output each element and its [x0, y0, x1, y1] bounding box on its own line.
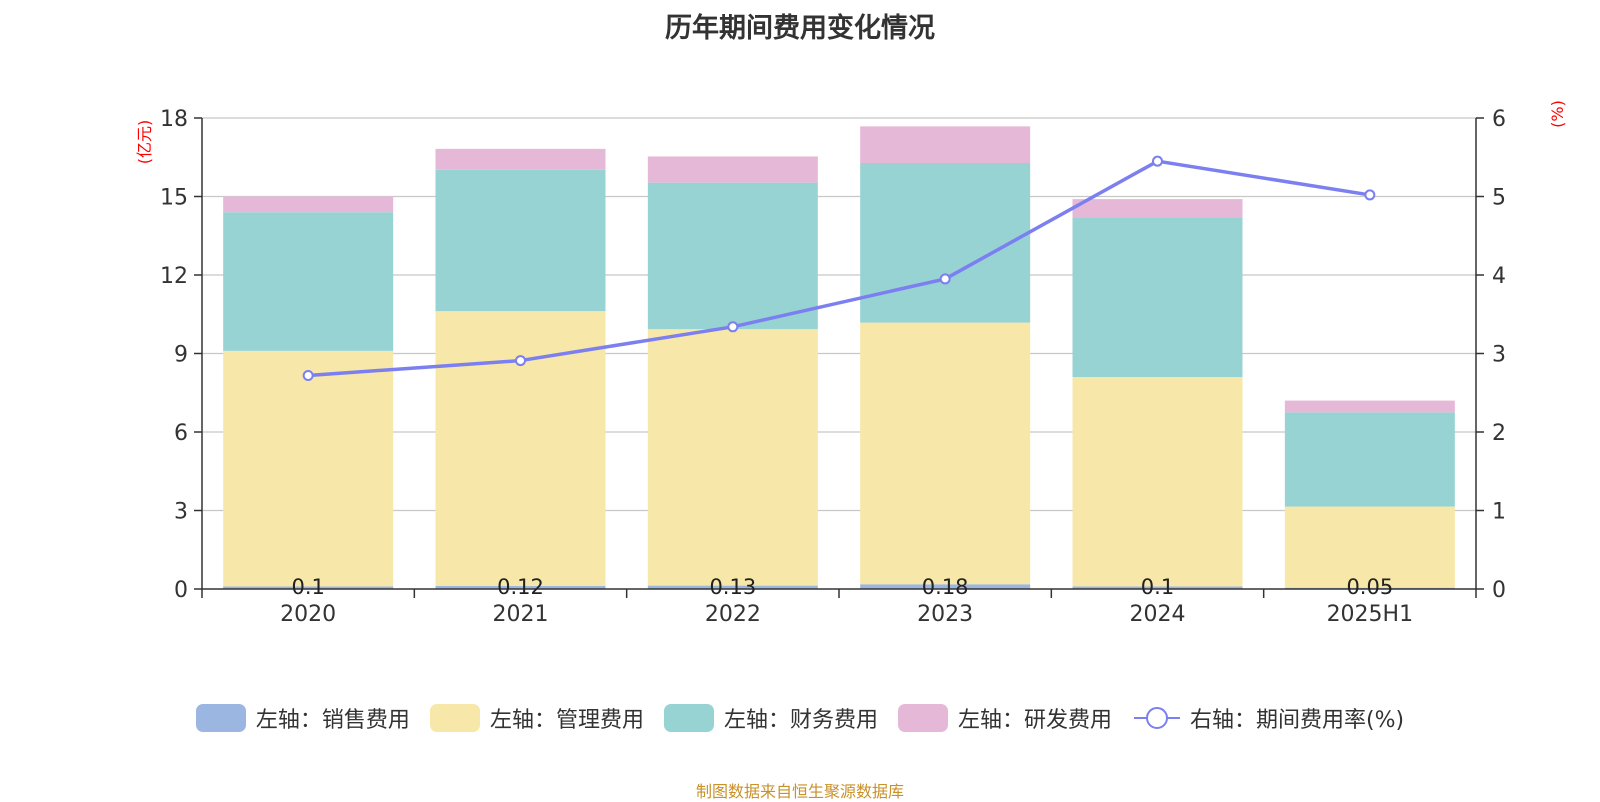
bar-segment — [860, 126, 1031, 164]
bar-segment — [1284, 412, 1455, 507]
bar-segment — [860, 584, 1031, 589]
bars — [223, 126, 1455, 589]
legend: 左轴：销售费用 左轴：管理费用 左轴：财务费用 左轴：研发费用 右轴：期间费用率(%) — [0, 702, 1600, 734]
bar-segment — [1284, 400, 1455, 413]
legend-label: 左轴：管理费用 — [489, 708, 644, 733]
right-tick-label: 3 — [1492, 343, 1506, 368]
right-tick-label: 0 — [1492, 578, 1506, 603]
legend-swatch — [429, 704, 480, 732]
legend-swatch — [663, 704, 714, 732]
right-tick-label: 5 — [1492, 186, 1506, 211]
bar-segment — [223, 212, 394, 351]
left-tick-label: 0 — [174, 578, 188, 603]
bar-segment — [1072, 377, 1243, 587]
bar-segment — [647, 156, 818, 183]
gridlines — [202, 117, 1476, 512]
bar-segment — [1072, 217, 1243, 378]
bar-segment — [435, 585, 606, 589]
rate-point — [302, 369, 314, 381]
bar-segment — [860, 163, 1031, 323]
bar-segment — [647, 182, 818, 330]
rate-point — [939, 273, 951, 285]
rate-line — [302, 155, 1376, 381]
legend-item[interactable]: 左轴：研发费用 — [897, 702, 1112, 734]
bar-segment — [1284, 506, 1455, 588]
legend-label: 左轴：研发费用 — [957, 708, 1112, 733]
legend-item[interactable]: 右轴：期间费用率(%) — [1132, 702, 1404, 734]
rate-point — [515, 355, 526, 367]
left-tick-label: 3 — [174, 500, 188, 525]
chart-title: 历年期间费用变化情况 — [665, 13, 935, 44]
legend-item[interactable]: 左轴：销售费用 — [195, 702, 410, 734]
right-tick-label: 6 — [1492, 107, 1506, 132]
bar-segment — [647, 585, 818, 589]
source-note: 制图数据来自恒生聚源数据库 — [695, 782, 904, 801]
bar-segment — [435, 169, 606, 312]
rate-point — [1152, 155, 1163, 167]
sales-data-label: 0.1 — [1141, 575, 1174, 599]
legend-label: 右轴：期间费用率(%) — [1189, 708, 1405, 733]
legend-swatch — [195, 704, 246, 732]
right-tick-label: 1 — [1492, 500, 1506, 525]
left-tick-label: 9 — [174, 343, 188, 368]
bar-segment — [647, 329, 818, 586]
legend-label: 左轴：财务费用 — [723, 708, 878, 733]
bar-segment — [223, 196, 394, 213]
x-tick-label: 2020 — [280, 602, 336, 627]
sales-data-label: 0.18 — [922, 575, 969, 599]
sales-data-label: 0.1 — [291, 575, 324, 599]
sales-data-label: 0.05 — [1346, 575, 1393, 599]
rate-point — [1364, 189, 1376, 201]
legend-item[interactable]: 左轴：财务费用 — [663, 702, 878, 734]
legend-item[interactable]: 左轴：管理费用 — [429, 702, 644, 734]
left-tick-label: 6 — [174, 421, 188, 446]
right-tick-label: 4 — [1492, 264, 1506, 289]
rate-point — [727, 321, 739, 333]
legend-label: 左轴：销售费用 — [255, 708, 410, 733]
rate-line-path — [308, 159, 1371, 378]
sales-data-label: 0.12 — [497, 575, 544, 599]
sales-data-label: 0.13 — [709, 575, 756, 599]
bar-segment — [1072, 586, 1243, 589]
x-tick-label: 2025H1 — [1327, 602, 1414, 627]
x-tick-label: 2024 — [1130, 602, 1186, 627]
x-tick-label: 2022 — [705, 602, 761, 627]
bar-segment — [860, 322, 1031, 585]
bar-segment — [435, 148, 606, 170]
legend-swatch — [897, 704, 948, 732]
left-axis-unit: (亿元) — [135, 120, 154, 165]
left-tick-label: 18 — [160, 107, 188, 132]
left-tick-label: 12 — [160, 264, 188, 289]
bar-segment — [1072, 199, 1243, 218]
right-axis-unit: (%) — [1548, 100, 1567, 128]
left-tick-label: 15 — [160, 186, 188, 211]
x-tick-label: 2021 — [493, 602, 549, 627]
right-tick-label: 2 — [1492, 421, 1506, 446]
legend-line-marker-icon — [1133, 707, 1180, 729]
bar-segment — [223, 586, 394, 589]
x-tick-label: 2023 — [917, 602, 973, 627]
bar-segment — [223, 350, 394, 587]
data-labels: 0.1 0.12 0.13 0.18 0.1 0.05 — [291, 575, 1393, 599]
